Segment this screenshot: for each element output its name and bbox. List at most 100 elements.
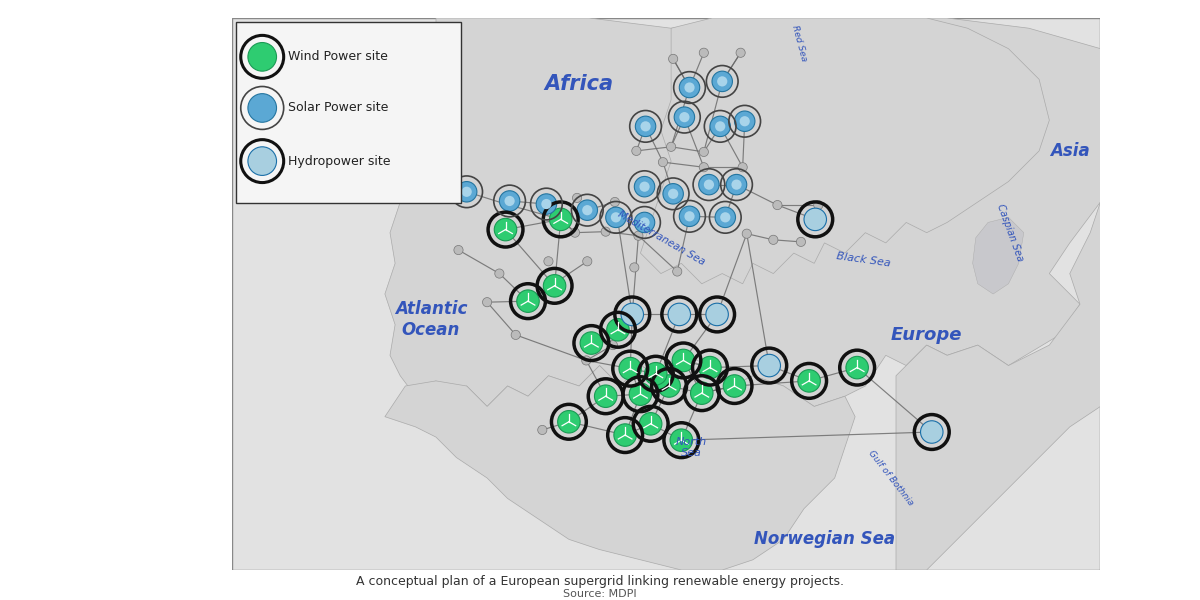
Circle shape <box>920 421 943 443</box>
Circle shape <box>668 54 678 64</box>
Text: Mediterranean Sea: Mediterranean Sea <box>616 209 707 267</box>
Circle shape <box>544 275 566 297</box>
Circle shape <box>538 425 547 434</box>
Circle shape <box>611 212 622 223</box>
Circle shape <box>630 263 638 272</box>
Circle shape <box>715 121 725 131</box>
Circle shape <box>536 194 557 214</box>
Circle shape <box>635 116 655 137</box>
Circle shape <box>583 257 592 266</box>
Text: Hydropower site: Hydropower site <box>288 155 390 167</box>
Circle shape <box>742 229 751 238</box>
Circle shape <box>631 146 641 155</box>
Circle shape <box>668 189 678 199</box>
Circle shape <box>724 375 745 397</box>
Circle shape <box>662 184 683 204</box>
Circle shape <box>572 193 582 203</box>
Circle shape <box>517 290 539 313</box>
Circle shape <box>659 158 667 167</box>
Circle shape <box>640 182 649 192</box>
Circle shape <box>594 385 617 407</box>
Text: Red Sea: Red Sea <box>790 25 808 62</box>
Circle shape <box>690 382 713 404</box>
Circle shape <box>804 208 827 230</box>
Circle shape <box>797 237 805 247</box>
Circle shape <box>494 269 504 278</box>
Circle shape <box>700 163 708 172</box>
Circle shape <box>500 199 510 209</box>
Circle shape <box>698 356 721 379</box>
Circle shape <box>726 175 746 195</box>
Text: Norwegian Sea: Norwegian Sea <box>754 530 895 548</box>
Circle shape <box>248 147 276 175</box>
Circle shape <box>577 200 598 220</box>
Circle shape <box>773 200 782 209</box>
Circle shape <box>673 267 682 276</box>
Circle shape <box>494 218 517 241</box>
Circle shape <box>672 349 695 371</box>
Circle shape <box>732 179 742 190</box>
Text: Solar Power site: Solar Power site <box>288 101 389 115</box>
Circle shape <box>698 175 719 195</box>
Circle shape <box>814 200 823 209</box>
Circle shape <box>715 207 736 227</box>
Circle shape <box>679 206 700 227</box>
Circle shape <box>558 410 580 433</box>
Circle shape <box>634 231 643 241</box>
Circle shape <box>541 199 552 209</box>
Circle shape <box>704 179 714 190</box>
Circle shape <box>710 116 731 137</box>
Polygon shape <box>641 18 1049 284</box>
Circle shape <box>644 362 667 385</box>
Text: Asia: Asia <box>1050 142 1090 160</box>
Circle shape <box>684 211 695 221</box>
Text: Gulf of Bothnia: Gulf of Bothnia <box>866 449 916 508</box>
Circle shape <box>846 356 869 379</box>
Text: Europe: Europe <box>890 326 962 344</box>
Circle shape <box>635 176 655 197</box>
Circle shape <box>606 207 626 227</box>
Circle shape <box>700 148 708 157</box>
Circle shape <box>712 71 732 92</box>
Circle shape <box>736 48 745 58</box>
Circle shape <box>798 370 821 392</box>
Circle shape <box>641 121 650 131</box>
Circle shape <box>674 107 695 127</box>
Circle shape <box>700 48 708 58</box>
Circle shape <box>622 303 643 326</box>
Circle shape <box>511 330 521 340</box>
Circle shape <box>499 191 520 211</box>
Circle shape <box>608 341 618 350</box>
Circle shape <box>582 205 593 215</box>
Polygon shape <box>385 355 856 570</box>
Circle shape <box>738 163 748 172</box>
Circle shape <box>706 303 728 326</box>
Circle shape <box>456 182 476 202</box>
Text: Atlantic
Ocean: Atlantic Ocean <box>395 300 467 339</box>
Circle shape <box>668 303 690 326</box>
Text: Source: MDPI: Source: MDPI <box>563 589 637 599</box>
Circle shape <box>658 375 680 397</box>
Circle shape <box>580 332 602 355</box>
Text: Black Sea: Black Sea <box>835 251 892 269</box>
Circle shape <box>550 208 572 230</box>
Polygon shape <box>973 217 1024 294</box>
Circle shape <box>601 227 611 236</box>
Circle shape <box>769 235 778 244</box>
Circle shape <box>462 187 472 197</box>
Circle shape <box>718 76 727 86</box>
Circle shape <box>614 424 636 446</box>
Circle shape <box>734 111 755 131</box>
Circle shape <box>504 196 515 206</box>
Polygon shape <box>385 18 1100 406</box>
Circle shape <box>640 217 649 227</box>
Circle shape <box>454 245 463 254</box>
Circle shape <box>607 319 629 341</box>
Circle shape <box>640 413 662 435</box>
Circle shape <box>619 358 642 380</box>
Circle shape <box>248 94 276 122</box>
Circle shape <box>739 116 750 127</box>
Circle shape <box>570 228 580 237</box>
Circle shape <box>248 43 276 71</box>
Circle shape <box>720 212 731 223</box>
